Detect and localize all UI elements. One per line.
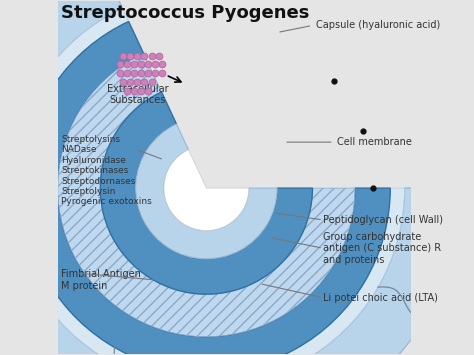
Wedge shape bbox=[9, 9, 404, 355]
Wedge shape bbox=[136, 124, 277, 259]
Text: Fimbrial Antigen
M protein: Fimbrial Antigen M protein bbox=[62, 269, 141, 291]
Text: Group carbohydrate
antigen (C substance) R
and proteins: Group carbohydrate antigen (C substance)… bbox=[323, 231, 441, 265]
Text: Peptidoglycan (cell Wall): Peptidoglycan (cell Wall) bbox=[323, 215, 443, 225]
Text: Cell membrane: Cell membrane bbox=[337, 137, 412, 147]
Wedge shape bbox=[164, 150, 249, 230]
Text: Streptolysins
NADase
Hyaluronidase
Streptokinases
Streptodornases
Streptolysin
P: Streptolysins NADase Hyaluronidase Strep… bbox=[62, 135, 152, 207]
Wedge shape bbox=[22, 21, 390, 355]
Wedge shape bbox=[100, 92, 312, 294]
Wedge shape bbox=[0, 0, 461, 355]
Text: Extracellular
Substances: Extracellular Substances bbox=[107, 84, 168, 105]
Text: Li potei choic acid (LTA): Li potei choic acid (LTA) bbox=[323, 293, 438, 303]
Wedge shape bbox=[58, 54, 355, 337]
Text: Capsule (hyaluronic acid): Capsule (hyaluronic acid) bbox=[316, 21, 440, 31]
Text: Streptococcus Pyogenes: Streptococcus Pyogenes bbox=[62, 4, 310, 22]
